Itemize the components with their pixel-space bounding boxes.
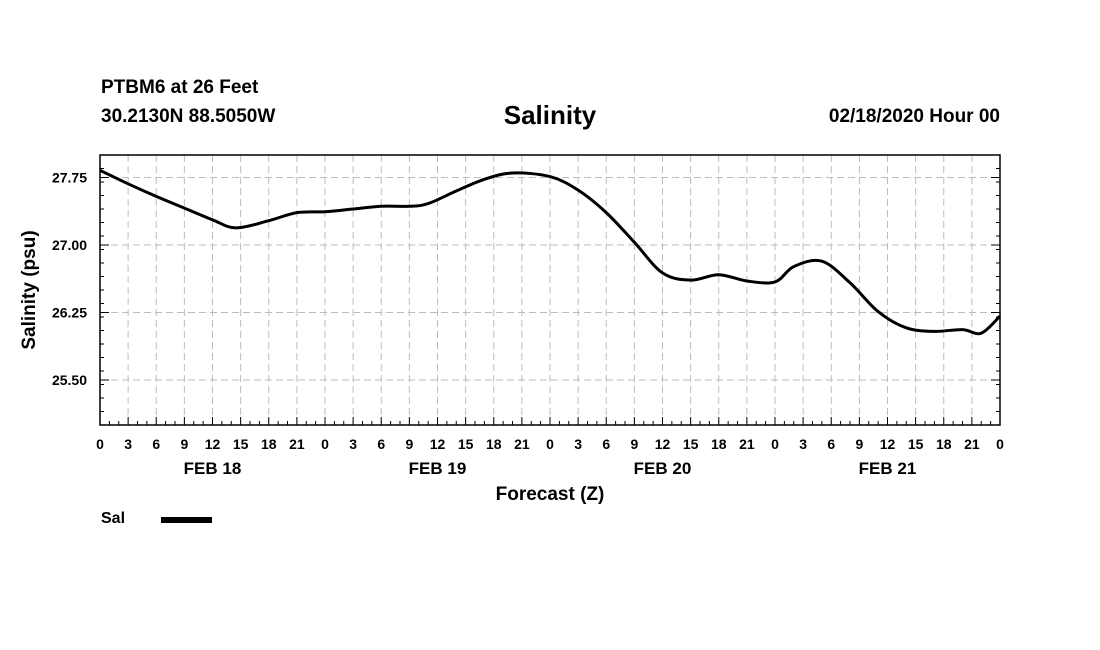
date-label: FEB 18 xyxy=(184,459,242,478)
x-tick-label: 15 xyxy=(458,436,474,452)
y-tick-label: 26.25 xyxy=(52,305,87,321)
y-axis: 25.50 26.25 27.00 27.75 xyxy=(52,154,1000,412)
x-tick-label: 9 xyxy=(630,436,638,452)
x-tick-label: 18 xyxy=(711,436,727,452)
x-tick-label: 15 xyxy=(908,436,924,452)
x-tick-label: 21 xyxy=(964,436,980,452)
x-tick-label: 0 xyxy=(96,436,104,452)
station-name: PTBM6 at 26 Feet xyxy=(101,77,259,98)
x-tick-label: 21 xyxy=(739,436,755,452)
y-tick-label: 27.00 xyxy=(52,237,87,253)
chart-title: Salinity xyxy=(503,100,597,130)
x-tick-label: 15 xyxy=(233,436,249,452)
station-coordinates: 30.2130N 88.5050W xyxy=(101,106,276,127)
grid-lines xyxy=(100,155,1000,425)
x-axis-label: Forecast (Z) xyxy=(496,484,605,505)
legend-swatch xyxy=(161,517,212,523)
x-tick-label: 3 xyxy=(124,436,132,452)
x-tick-label: 9 xyxy=(855,436,863,452)
x-tick-label: 0 xyxy=(546,436,554,452)
x-tick-label: 0 xyxy=(771,436,779,452)
x-tick-label: 0 xyxy=(996,436,1004,452)
legend-label: Sal xyxy=(101,510,126,527)
x-tick-label: 9 xyxy=(180,436,188,452)
date-label: FEB 20 xyxy=(634,459,692,478)
x-tick-label: 12 xyxy=(205,436,221,452)
x-tick-label: 3 xyxy=(574,436,582,452)
series-layer xyxy=(99,168,1002,336)
x-tick-label: 21 xyxy=(514,436,530,452)
x-tick-label: 3 xyxy=(799,436,807,452)
x-tick-label: 6 xyxy=(602,436,610,452)
y-tick-label: 25.50 xyxy=(52,372,87,388)
x-tick-label: 12 xyxy=(880,436,896,452)
x-tick-label: 6 xyxy=(377,436,385,452)
forecast-run-time: 02/18/2020 Hour 00 xyxy=(828,106,1000,127)
date-label: FEB 19 xyxy=(409,459,467,478)
x-tick-label: 18 xyxy=(486,436,502,452)
y-tick-label: 27.75 xyxy=(52,170,87,186)
x-axis: 0 3 6 9 12 15 18 21 0 3 6 9 12 15 18 21 0 3 6 9 12 15 18 21 0 3 6 9… xyxy=(96,417,1004,478)
x-tick-label: 15 xyxy=(683,436,699,452)
x-tick-label: 6 xyxy=(827,436,835,452)
x-tick-label: 21 xyxy=(289,436,305,452)
x-tick-label: 6 xyxy=(152,436,160,452)
x-tick-label: 0 xyxy=(321,436,329,452)
x-tick-label: 12 xyxy=(655,436,671,452)
plot-frame xyxy=(99,154,1001,426)
series-line-sal xyxy=(99,168,1002,336)
y-axis-label: Salinity (psu) xyxy=(19,230,40,349)
x-tick-label: 18 xyxy=(936,436,952,452)
x-tick-label: 18 xyxy=(261,436,277,452)
x-tick-label: 9 xyxy=(405,436,413,452)
date-label: FEB 21 xyxy=(859,459,917,478)
x-tick-label: 3 xyxy=(349,436,357,452)
x-tick-label: 12 xyxy=(430,436,446,452)
